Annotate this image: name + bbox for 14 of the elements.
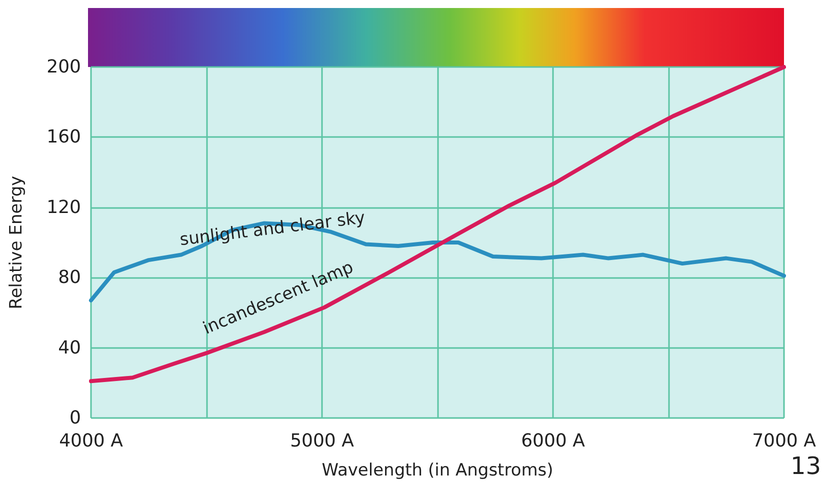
y-tick-label: 80: [58, 267, 81, 288]
x-tick-label: 4000 A: [59, 430, 124, 452]
y-tick-label: 40: [58, 337, 81, 358]
x-axis-title: Wavelength (in Angstroms): [322, 460, 554, 480]
y-tick-label: 160: [46, 126, 81, 148]
x-tick-label: 6000 A: [521, 430, 586, 452]
y-tick-label: 0: [70, 408, 81, 428]
y-tick-label: 200: [46, 56, 81, 78]
y-axis-title: Relative Energy: [6, 176, 26, 310]
y-tick-label: 120: [46, 196, 81, 218]
x-tick-label: 5000 A: [290, 430, 355, 452]
text: 13: [790, 452, 822, 480]
text: sunlight and clear sky: [178, 208, 366, 250]
x-tick-label: 7000 A: [752, 430, 817, 452]
